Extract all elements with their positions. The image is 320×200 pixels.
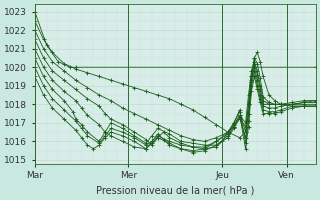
X-axis label: Pression niveau de la mer( hPa ): Pression niveau de la mer( hPa ) [96, 186, 254, 196]
